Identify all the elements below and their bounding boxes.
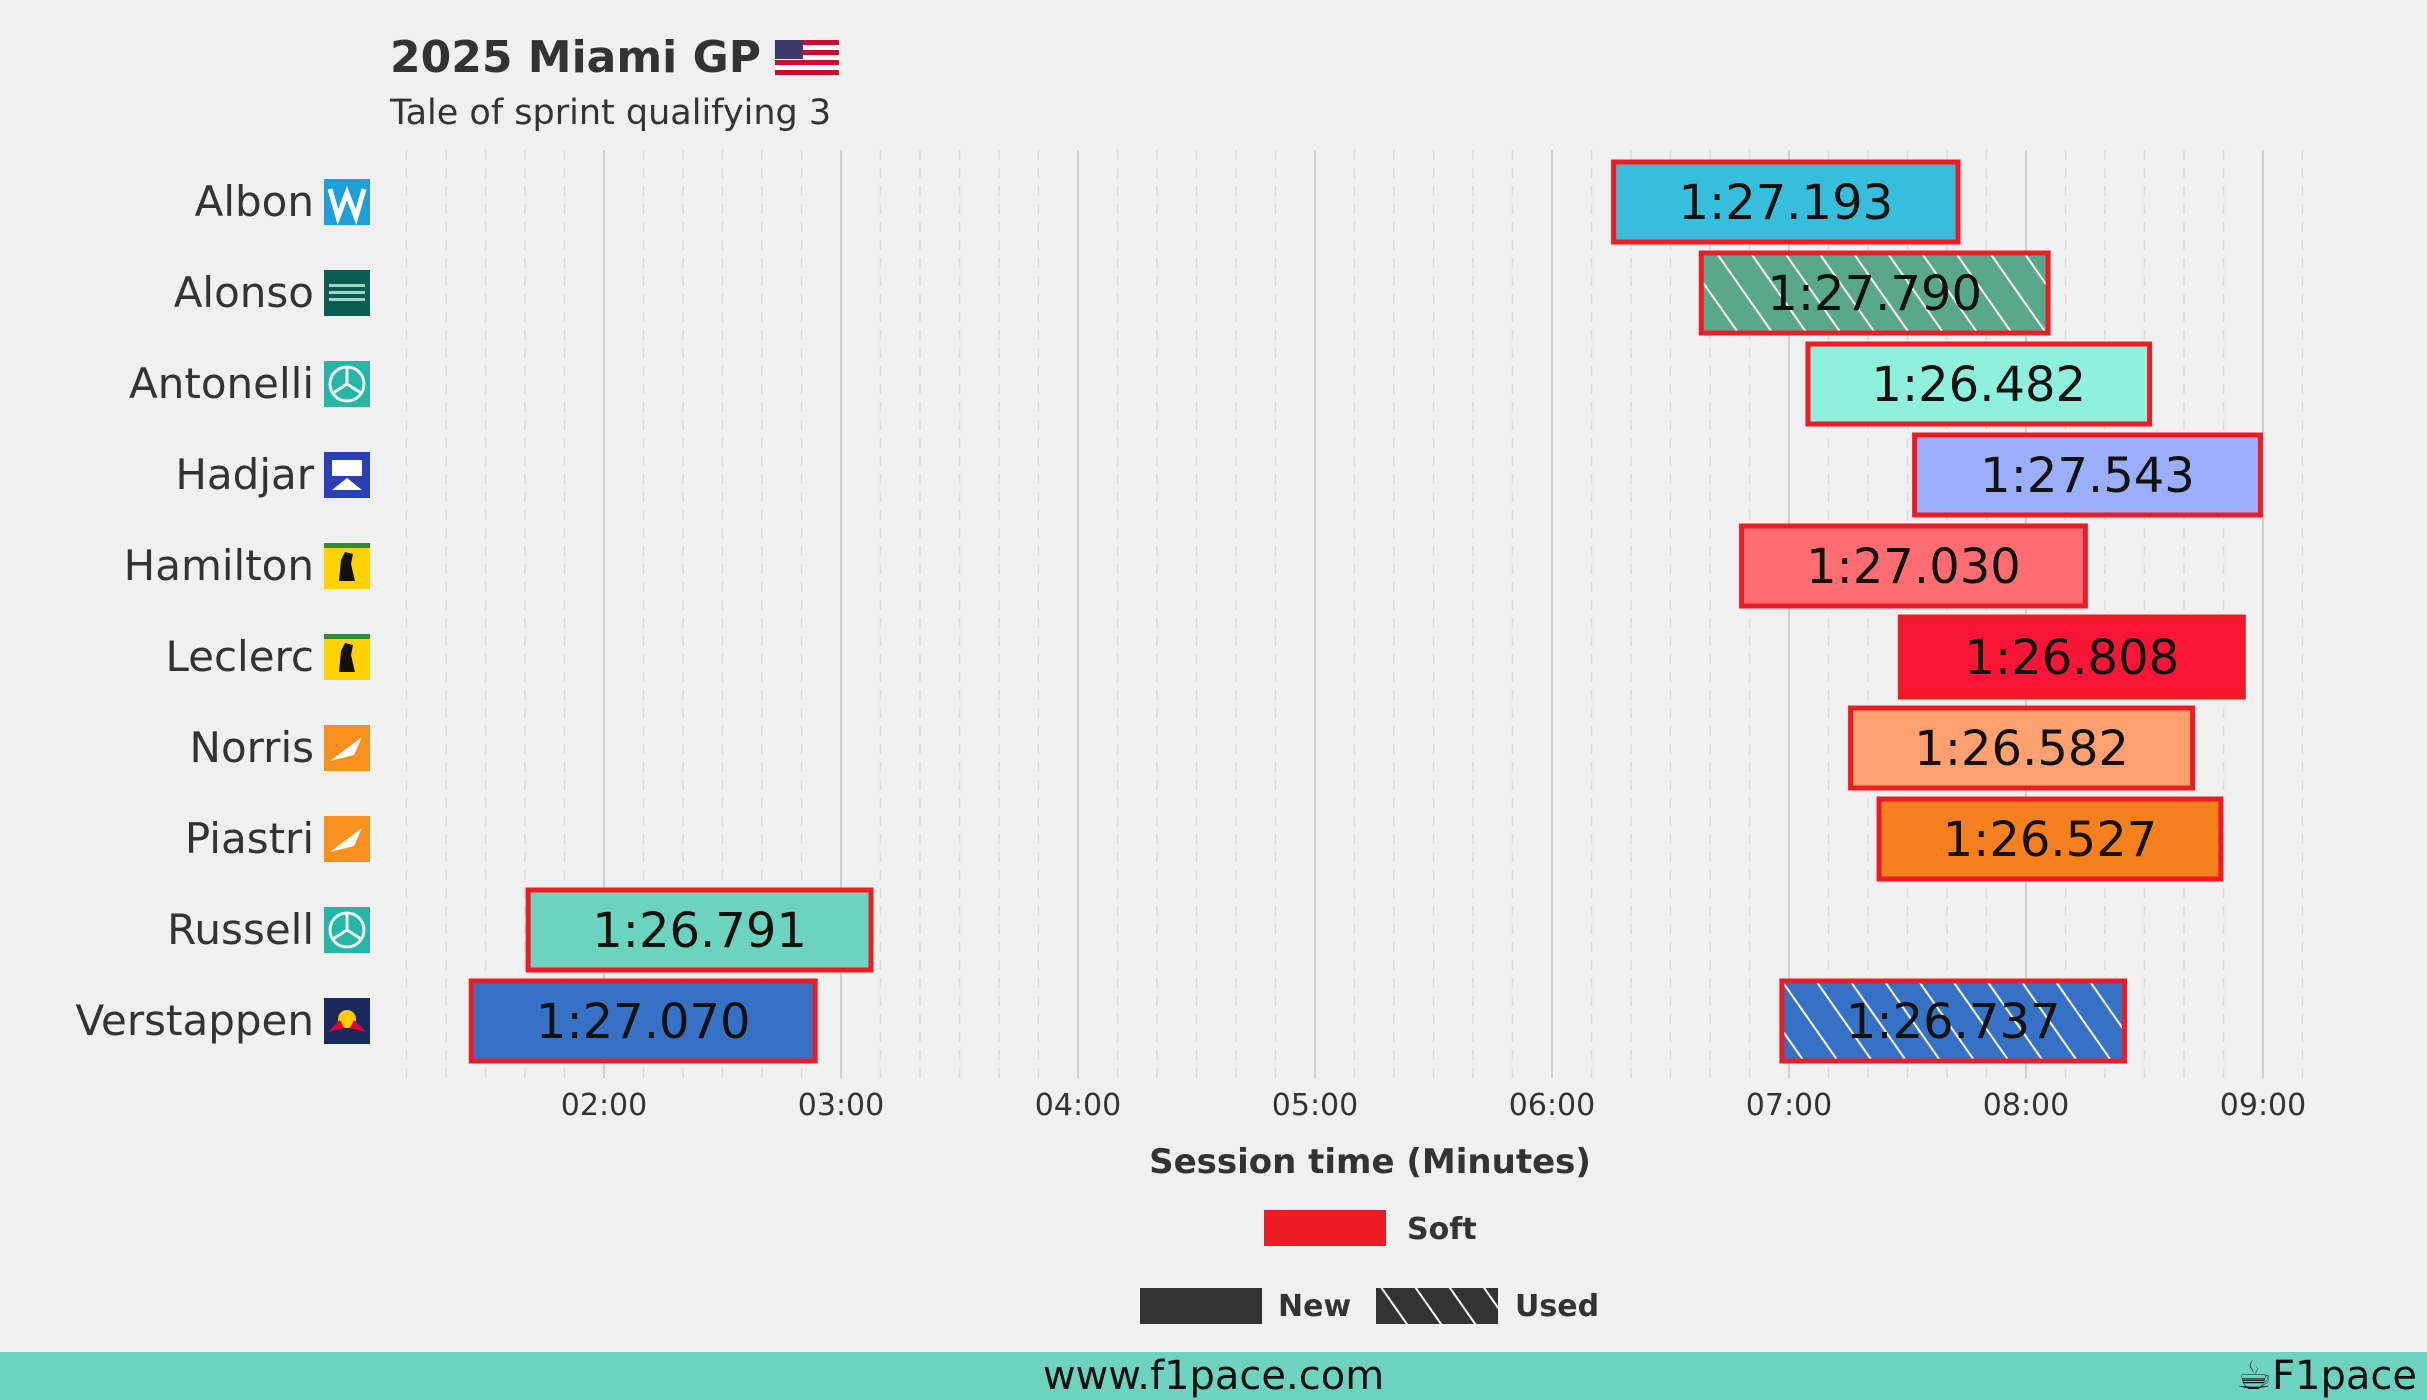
chart-title: 2025 Miami GP: [390, 32, 761, 83]
lap-time-label: 1:26.582: [1914, 721, 2129, 777]
used-tyre-hatch: [1703, 255, 2046, 331]
lap-bar: 1:27.070: [468, 978, 818, 1064]
driver-label: Leclerc: [165, 632, 314, 681]
y-axis: Albon Alonso Antonelli Hadjar Hamilton Lecler…: [76, 177, 370, 1045]
legend-soft-swatch: [1264, 1210, 1386, 1246]
footer-brand: ☕F1pace: [2236, 1352, 2417, 1400]
lap-bar: 1:27.543: [1912, 432, 2263, 518]
x-tick-label: 06:00: [1509, 1088, 1595, 1123]
mclaren-logo-icon: [324, 725, 370, 771]
lap-bar: 1:27.790: [1698, 250, 2051, 336]
usa-flag-icon: [774, 40, 839, 75]
chart: 2025 Miami GP Tale of sprint qualifying …: [76, 32, 2306, 1324]
used-tyre-hatch: [1784, 983, 2123, 1059]
legend-new-label: New: [1278, 1289, 1351, 1324]
lap-time-label: 1:26.791: [592, 903, 807, 959]
lap-bar-rect: [1739, 523, 2088, 609]
lap-time-label: 1:26.808: [1964, 630, 2179, 686]
x-tick-label: 09:00: [2220, 1088, 2306, 1123]
lap-bar: 1:26.808: [1897, 614, 2246, 700]
lap-bar: 1:26.791: [525, 887, 874, 973]
x-axis: 02:00 03:00 04:00 05:00 06:00 07:00 08:00 09:00: [561, 1088, 2306, 1123]
plot-area: 1:27.193 1:27.790 1:26.482 1:27.543 1:27.030…: [468, 159, 2263, 1064]
coffee-cup-icon: ☕: [2236, 1353, 2273, 1399]
lap-bar-rect: [525, 887, 874, 973]
aston-martin-logo-icon: [324, 270, 370, 316]
x-tick-label: 08:00: [1983, 1088, 2069, 1123]
driver-label: Alonso: [174, 268, 314, 317]
lap-bar-rect: [1848, 705, 2196, 791]
chart-subtitle: Tale of sprint qualifying 3: [389, 93, 831, 133]
lap-bar: 1:26.482: [1805, 341, 2153, 427]
driver-label: Hamilton: [124, 541, 314, 590]
x-tick-label: 04:00: [1035, 1088, 1121, 1123]
legend-used-hatch: [1376, 1288, 1498, 1324]
legend-soft-label: Soft: [1407, 1212, 1477, 1247]
driver-label: Piastri: [185, 814, 314, 863]
driver-label: Russell: [167, 905, 314, 954]
x-tick-label: 05:00: [1272, 1088, 1358, 1123]
lap-time-label: 1:27.193: [1678, 175, 1893, 231]
ferrari-logo-icon: [324, 543, 370, 589]
lap-time-label: 1:27.790: [1767, 266, 1982, 322]
legend-used-label: Used: [1515, 1289, 1599, 1324]
lap-bar: 1:26.737: [1779, 978, 2128, 1064]
lap-time-label: 1:27.030: [1806, 539, 2021, 595]
legend: Soft New Used: [1140, 1210, 1599, 1324]
x-tick-label: 07:00: [1746, 1088, 1832, 1123]
lap-time-label: 1:26.737: [1846, 994, 2061, 1050]
x-tick-label: 03:00: [798, 1088, 884, 1123]
lap-time-label: 1:27.543: [1980, 448, 2195, 504]
lap-bar-rect: [1897, 614, 2246, 700]
lap-bar: 1:26.527: [1876, 796, 2224, 882]
mclaren-logo-icon: [324, 816, 370, 862]
footer-brand-label: F1pace: [2272, 1353, 2417, 1399]
red-bull-logo-icon: [324, 998, 370, 1044]
lap-bar-rect: [468, 978, 818, 1064]
footer-url[interactable]: www.f1pace.com: [1042, 1353, 1385, 1399]
williams-logo-icon: [324, 179, 370, 225]
lap-bar: 1:27.030: [1739, 523, 2088, 609]
x-axis-title: Session time (Minutes): [1149, 1142, 1591, 1182]
driver-label: Antonelli: [129, 359, 314, 408]
lap-bar-rect: [1912, 432, 2263, 518]
lap-time-label: 1:27.070: [536, 994, 751, 1050]
racing-bulls-logo-icon: [324, 452, 370, 498]
lap-time-label: 1:26.482: [1871, 357, 2086, 413]
lap-time-label: 1:26.527: [1943, 812, 2158, 868]
lap-bar-rect: [1805, 341, 2153, 427]
driver-label: Norris: [190, 723, 314, 772]
footer-banner: www.f1pace.com ☕F1pace: [0, 1352, 2427, 1400]
mercedes-logo-icon: [324, 907, 370, 953]
lap-bar: 1:27.193: [1611, 159, 1961, 245]
lap-bar: 1:26.582: [1848, 705, 2196, 791]
ferrari-logo-icon: [324, 634, 370, 680]
lap-bar-rect: [1876, 796, 2224, 882]
legend-new-swatch: [1140, 1288, 1262, 1324]
driver-label: Hadjar: [175, 450, 314, 499]
mercedes-logo-icon: [324, 361, 370, 407]
driver-label: Albon: [195, 177, 314, 226]
lap-bar-rect: [1611, 159, 1961, 245]
x-tick-label: 02:00: [561, 1088, 647, 1123]
driver-label: Verstappen: [76, 996, 314, 1045]
